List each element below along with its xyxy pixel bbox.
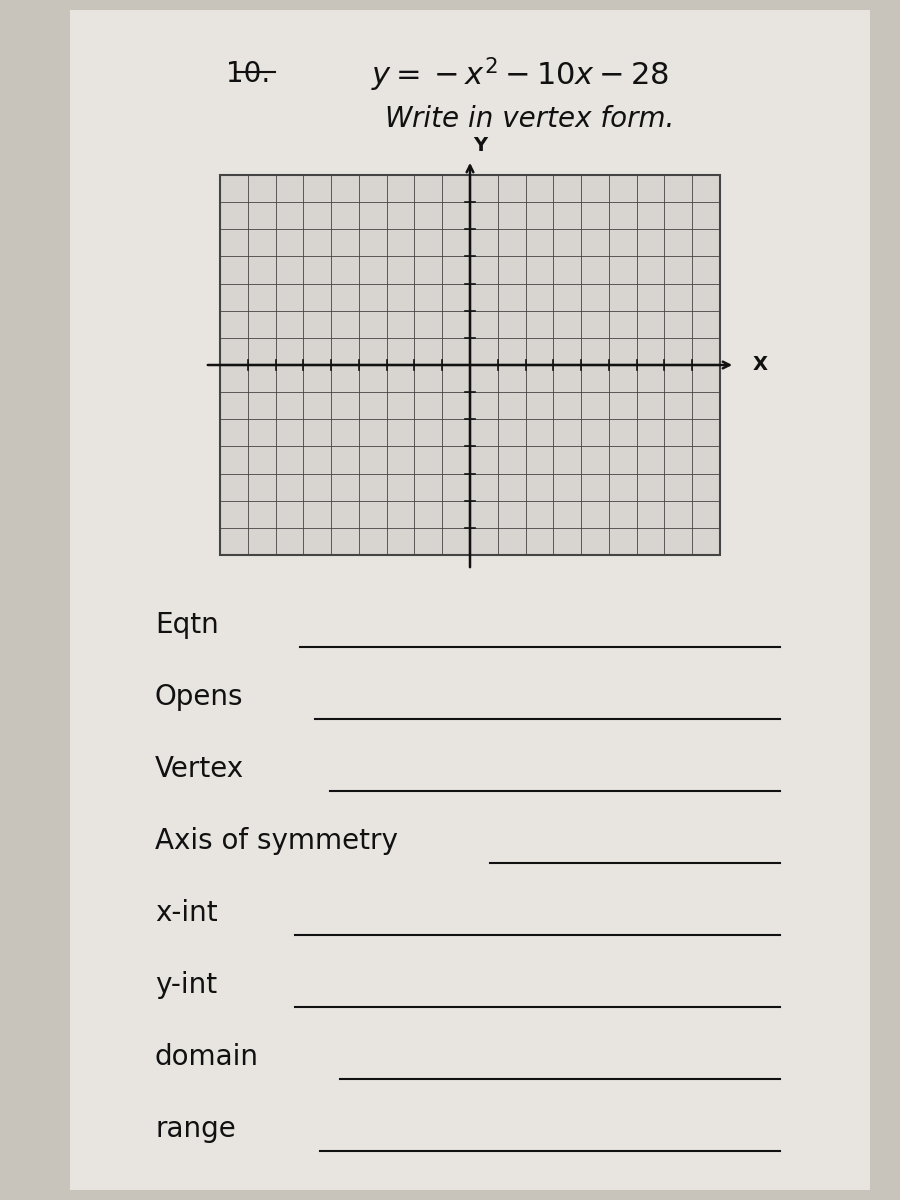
Text: domain: domain bbox=[155, 1043, 259, 1070]
Text: 10.: 10. bbox=[226, 60, 270, 88]
Text: Axis of symmetry: Axis of symmetry bbox=[155, 827, 398, 854]
Text: $y = -x^2 - 10x - 28$: $y = -x^2 - 10x - 28$ bbox=[371, 55, 669, 94]
Text: range: range bbox=[155, 1115, 236, 1142]
Text: x-int: x-int bbox=[155, 899, 218, 926]
Text: X: X bbox=[753, 355, 768, 374]
Bar bbox=[220, 175, 720, 554]
Text: Vertex: Vertex bbox=[155, 755, 244, 782]
Text: Y: Y bbox=[472, 136, 487, 155]
Bar bbox=[70, 10, 870, 1190]
Text: Eqtn: Eqtn bbox=[155, 611, 219, 638]
Text: Write in vertex form.: Write in vertex form. bbox=[385, 104, 675, 133]
Bar bbox=[220, 175, 720, 554]
Text: Opens: Opens bbox=[155, 683, 244, 710]
Text: y-int: y-int bbox=[155, 971, 217, 998]
